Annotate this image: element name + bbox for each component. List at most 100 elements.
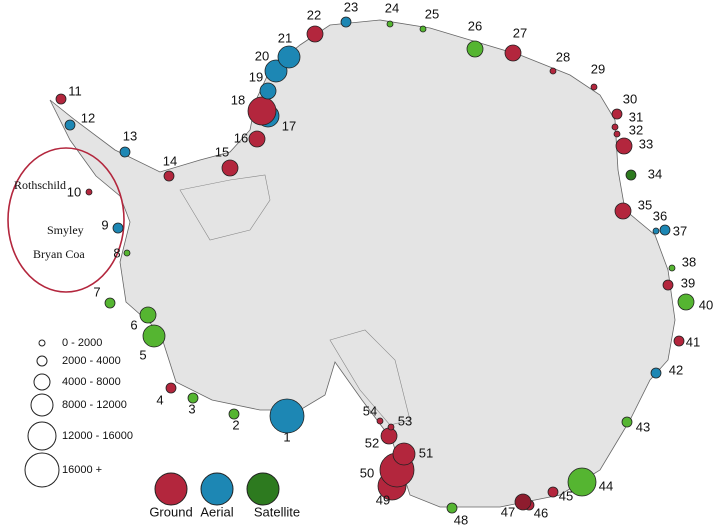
- site-marker: [248, 130, 266, 148]
- site-label: 43: [636, 419, 650, 434]
- site-marker: [650, 367, 662, 379]
- site-label: 40: [699, 297, 713, 312]
- site-label: 39: [681, 275, 695, 290]
- type-legend-label: Satellite: [254, 504, 300, 519]
- type-legend-swatch: [246, 472, 280, 506]
- site-label: 36: [653, 208, 667, 223]
- site-marker: [64, 119, 76, 131]
- site-marker: [668, 264, 676, 272]
- site-marker: [611, 108, 623, 120]
- site-label: 30: [623, 91, 637, 106]
- site-marker: [104, 297, 116, 309]
- site-marker: [306, 25, 324, 43]
- site-label: 54: [363, 403, 377, 418]
- site-marker: [187, 392, 199, 404]
- site-label: 25: [425, 6, 439, 21]
- site-marker: [123, 249, 131, 257]
- site-label: 16: [234, 130, 248, 145]
- site-marker: [466, 40, 484, 58]
- site-marker: [119, 146, 131, 158]
- site-marker: [387, 423, 395, 431]
- site-marker: [221, 159, 239, 177]
- site-label: 42: [669, 362, 683, 377]
- site-marker: [673, 335, 685, 347]
- place-name: Bryan Coa: [33, 247, 85, 261]
- site-marker: [614, 202, 632, 220]
- site-label: 6: [130, 317, 137, 332]
- site-marker: [590, 83, 598, 91]
- site-label: 28: [556, 49, 570, 64]
- site-label: 22: [307, 7, 321, 22]
- site-marker: [165, 382, 177, 394]
- size-legend-circle: [33, 373, 51, 391]
- site-marker: [549, 67, 557, 75]
- site-label: 18: [231, 92, 245, 107]
- site-label: 49: [376, 492, 390, 507]
- size-legend-label: 8000 - 12000: [62, 399, 127, 411]
- type-legend-swatch: [200, 472, 234, 506]
- site-label: 51: [419, 445, 433, 460]
- size-legend-label: 16000 +: [62, 464, 102, 476]
- site-marker: [376, 417, 384, 425]
- site-label: 45: [559, 488, 573, 503]
- site-label: 37: [673, 223, 687, 238]
- place-name: Rothschild: [14, 178, 66, 192]
- ice-shelf-outline: [179, 174, 411, 426]
- site-marker: [55, 93, 67, 105]
- site-label: 53: [398, 413, 412, 428]
- site-marker: [504, 44, 522, 62]
- site-label: 2: [232, 417, 239, 432]
- site-label: 12: [81, 110, 95, 125]
- site-label: 8: [113, 245, 120, 260]
- site-label: 34: [648, 166, 662, 181]
- site-marker: [611, 123, 619, 131]
- size-legend-circle: [38, 339, 46, 347]
- site-label: 21: [278, 30, 292, 45]
- type-legend-swatch: [154, 472, 188, 506]
- site-marker: [247, 96, 277, 126]
- site-marker: [386, 20, 394, 28]
- site-label: 13: [123, 128, 137, 143]
- site-label: 26: [468, 18, 482, 33]
- site-label: 38: [682, 254, 696, 269]
- site-marker: [380, 427, 398, 445]
- site-label: 23: [344, 0, 358, 14]
- site-marker: [662, 279, 674, 291]
- antarctica-outline: [49, 19, 676, 508]
- site-marker: [621, 416, 633, 428]
- place-name: Smyley: [47, 223, 84, 237]
- site-marker: [419, 25, 427, 33]
- site-label: 50: [360, 465, 374, 480]
- highlight-ellipse: [7, 147, 125, 293]
- site-label: 17: [282, 118, 296, 133]
- site-label: 19: [249, 69, 263, 84]
- size-legend-label: 0 - 2000: [62, 337, 102, 349]
- size-legend-label: 2000 - 4000: [62, 355, 121, 367]
- site-label: 32: [629, 122, 643, 137]
- legend: 0 - 2000 2000 - 4000 4000 - 8000 8000 - 120…: [24, 337, 300, 519]
- site-label: 24: [385, 0, 399, 15]
- site-marker: [259, 82, 277, 100]
- site-marker: [340, 16, 352, 28]
- site-marker: [269, 398, 305, 434]
- site-label: 5: [139, 347, 146, 362]
- site-marker: [625, 169, 637, 181]
- size-legend-circle: [24, 452, 60, 488]
- site-label: 10: [67, 184, 81, 199]
- site-label: 15: [215, 144, 229, 159]
- type-legend-label: Aerial: [200, 504, 233, 519]
- site-marker: [277, 45, 301, 69]
- site-marker: [613, 130, 621, 138]
- site-label: 9: [101, 217, 108, 232]
- site-label: 1: [283, 429, 290, 444]
- site-label: 52: [365, 435, 379, 450]
- site-label: 20: [255, 48, 269, 63]
- site-marker: [659, 224, 671, 236]
- site-label: 3: [188, 401, 195, 416]
- site-marker: [85, 188, 93, 196]
- site-label: 7: [93, 284, 100, 299]
- site-label: 11: [68, 83, 82, 98]
- size-legend-circle: [27, 421, 57, 451]
